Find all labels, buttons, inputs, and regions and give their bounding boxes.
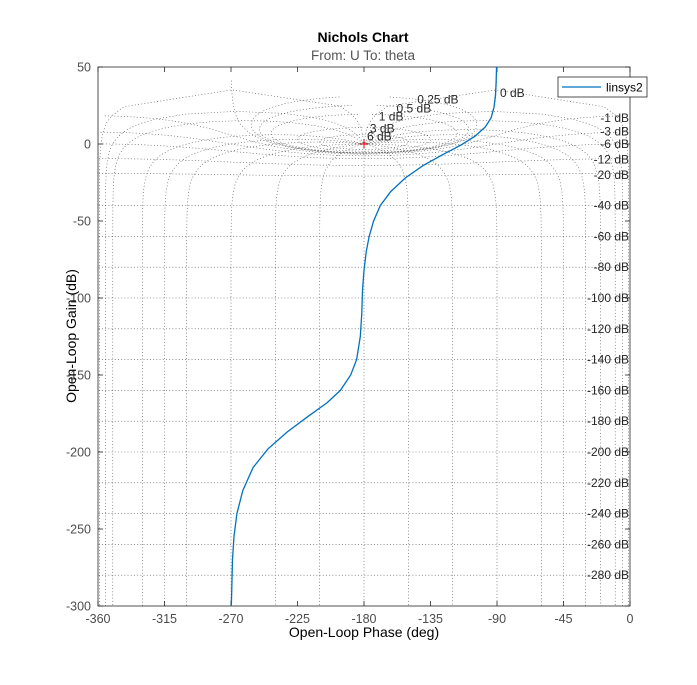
x-tick-label: -45 [554,612,572,626]
m-contour-label: -120 dB [587,322,629,336]
m-contour-label: -6 dB [600,137,629,151]
y-axis-label: Open-Loop Gain (dB) [63,269,79,403]
m-contour-label: 0 dB [500,86,525,100]
n-contour-17 [113,121,363,606]
m-contour-label: -200 dB [587,445,629,459]
n-contour-19 [99,90,363,606]
m-contour-label: -260 dB [587,537,629,551]
m-contour-label: -40 dB [594,199,629,213]
m-contour-label: -12 dB [594,152,629,166]
y-tick-label: 50 [77,61,91,75]
n-contour-15 [165,139,361,606]
m-contour-label: -280 dB [587,568,629,582]
m-contour-label: -60 dB [594,229,629,243]
n-contour-8 [368,144,452,606]
m-contour-label: -100 dB [587,291,629,305]
n-contour-16 [142,135,361,606]
nichols-grid [99,81,630,606]
n-contour-7 [369,144,497,606]
x-tick-label: 0 [627,612,634,626]
n-contour-2 [365,121,615,606]
y-tick-label: -300 [66,600,91,614]
x-axis-label: Open-Loop Phase (deg) [289,624,439,640]
m-contour-label: -1 dB [600,111,629,125]
legend-label: linsys2 [606,81,643,95]
series-layer [231,67,496,606]
n-contour-12 [275,144,359,606]
y-tick-label: -50 [73,215,91,229]
n-contour-0 [364,90,628,606]
n-contour-1 [365,111,623,606]
x-tick-label: -315 [152,612,177,626]
chart-title: Nichols Chart [317,29,408,45]
x-tick-label: -360 [85,612,110,626]
x-tick-label: -90 [488,612,506,626]
n-contour-3 [366,130,601,606]
n-contour-13 [231,144,359,606]
m-contour-label: -20 dB [594,168,629,182]
y-tick-label: 0 [84,138,91,152]
m-contour-label: -140 dB [587,353,629,367]
m-contour-label: -80 dB [594,260,629,274]
chart-subtitle: From: U To: theta [311,48,416,63]
n-contour-9 [367,145,409,606]
n-contour-14 [187,142,360,606]
n-contour-6 [369,142,542,606]
m-circle-labels: 0.25 dB0.5 dB1 dB3 dB6 dB0 dB-1 dB-3 dB-… [367,86,629,582]
m-contour-label: -220 dB [587,476,629,490]
y-tick-label: -250 [66,523,91,537]
m-contour-label: 6 dB [367,129,392,143]
m-contour-label: -240 dB [587,507,629,521]
y-tick-label: -200 [66,446,91,460]
x-tick-label: -270 [218,612,243,626]
legend[interactable]: linsys2 [558,77,647,97]
n-contour-11 [320,145,362,606]
m-contour-label: -160 dB [587,383,629,397]
n-contour-5 [368,139,564,606]
m-contour-label: -180 dB [587,414,629,428]
